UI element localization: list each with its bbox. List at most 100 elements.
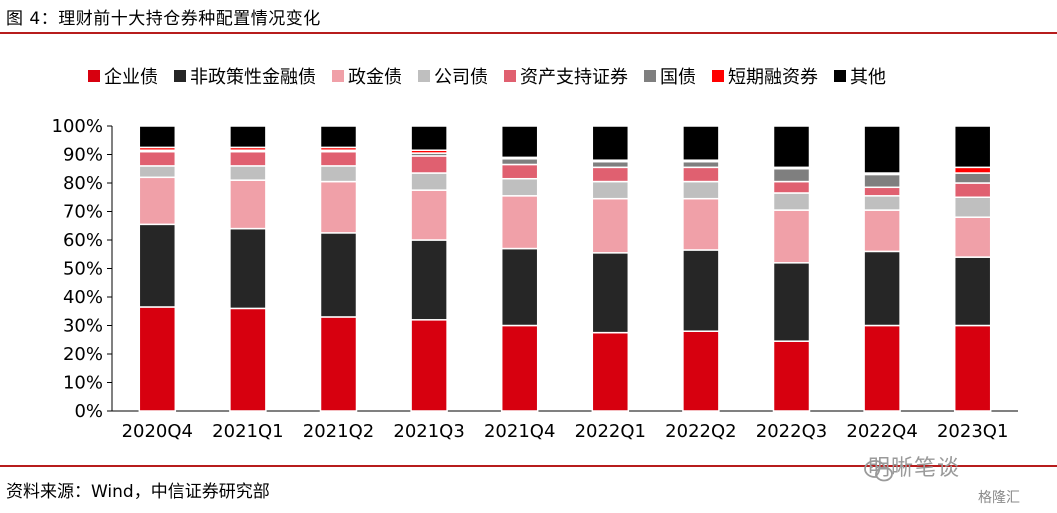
legend-swatch [174, 70, 186, 82]
bar-segment [953, 196, 992, 218]
bar-segment [500, 177, 539, 197]
legend-label: 短期融资券 [728, 67, 818, 88]
legend-label: 企业债 [104, 67, 158, 88]
bar-segment [138, 306, 177, 412]
legend-item: 公司债 [418, 63, 488, 89]
y-tick-label: 40% [63, 287, 103, 308]
bar-segment [591, 166, 630, 183]
legend-item: 资产支持证券 [504, 63, 628, 89]
bar-segment [138, 223, 177, 308]
bar-segment [229, 307, 267, 412]
bar-segment [772, 340, 811, 412]
bar-segment [772, 192, 811, 211]
bar-segment [138, 165, 177, 179]
bar-segment [319, 232, 358, 318]
source-note: 资料来源：Wind，中信证券研究部 [6, 482, 270, 502]
legend-item: 企业债 [88, 63, 158, 89]
x-tick-label: 2020Q4 [122, 421, 193, 442]
bar-segment [591, 180, 630, 200]
bar-segment [500, 324, 539, 412]
legend-label: 国债 [660, 67, 696, 88]
bar-segment [772, 180, 811, 194]
x-tick-label: 2021Q1 [212, 421, 283, 442]
bar-segment [863, 324, 901, 412]
legend-swatch [834, 70, 846, 82]
bar-segment [138, 176, 177, 226]
bar-segment [682, 180, 720, 200]
top-rule [0, 32, 1057, 34]
legend-swatch [644, 70, 656, 82]
bar-segment [500, 247, 539, 327]
bar-segment [682, 197, 720, 251]
bar-segment [772, 262, 811, 342]
bar-segment [591, 252, 630, 334]
watermark-text: 明晰笔谈 [868, 456, 961, 481]
bar-segment [863, 186, 901, 197]
badge-text: 格隆汇 [978, 490, 1020, 506]
legend-swatch [712, 70, 724, 82]
bar-segment [229, 125, 267, 149]
bar-segment [863, 173, 901, 189]
legend-swatch [418, 70, 430, 82]
legend-item: 短期融资券 [712, 63, 818, 89]
bar-segment [863, 209, 901, 253]
bar-segment [953, 216, 992, 258]
bar-segment [229, 179, 267, 230]
y-tick-label: 90% [63, 145, 103, 166]
bar-segment [319, 165, 358, 183]
legend-item: 政金债 [332, 63, 402, 89]
bar-segment [953, 125, 992, 169]
y-tick-label: 10% [63, 373, 103, 394]
bar-segment [772, 168, 811, 183]
legend-item: 其他 [834, 63, 886, 89]
x-tick-label: 2022Q4 [846, 421, 917, 442]
bar-segment [319, 180, 358, 234]
y-tick-label: 100% [52, 116, 103, 137]
y-tick-label: 50% [63, 259, 103, 280]
bar-segment [682, 160, 720, 169]
y-tick-label: 30% [63, 316, 103, 337]
x-tick-label: 2021Q4 [484, 421, 555, 442]
legend-swatch [504, 70, 516, 82]
bar-segment [229, 227, 267, 310]
bar-segment [682, 125, 720, 161]
legend-label: 资产支持证券 [520, 67, 628, 88]
bar-segment [682, 166, 720, 183]
x-tick-label: 2021Q2 [303, 421, 374, 442]
bar-segment [863, 250, 901, 327]
bar-segment [410, 125, 448, 151]
bar-segment [772, 125, 811, 169]
bar-segment [682, 330, 720, 412]
wechat-icon [864, 460, 893, 482]
bar-segment [591, 197, 630, 254]
bar-segment [410, 319, 448, 412]
bar-segment [863, 195, 901, 211]
y-tick-label: 80% [63, 173, 103, 194]
bar-segment [138, 125, 177, 149]
y-tick-label: 60% [63, 230, 103, 251]
legend-label: 其他 [850, 67, 886, 88]
bar-segment [953, 256, 992, 327]
bar-segment [682, 249, 720, 332]
stacked-bar-chart: 0% 10% 20% 30% 40% 50% 60% 70% 80% 90% 100% 2020Q4 2… [52, 116, 1018, 442]
bar-segment [500, 195, 539, 250]
bar-segment [591, 331, 630, 412]
bar-segment [500, 158, 539, 166]
bar-segment [410, 189, 448, 241]
bar-segment [863, 125, 901, 174]
bottom-rule [0, 465, 1057, 467]
legend-label: 非政策性金融债 [190, 67, 316, 88]
y-tick-label: 0% [74, 401, 103, 422]
bar-segment [591, 125, 630, 161]
legend-swatch [88, 70, 100, 82]
bar-segment [410, 172, 448, 191]
legend-label: 公司债 [434, 67, 488, 88]
y-tick-label: 20% [63, 344, 103, 365]
bar-segment [953, 166, 992, 174]
bar-segment [410, 155, 448, 174]
bar-segment [410, 239, 448, 321]
bar-segment [319, 316, 358, 412]
y-tick-label: 70% [63, 202, 103, 223]
bar-segment [138, 150, 177, 167]
x-tick-label: 2023Q1 [937, 421, 1008, 442]
